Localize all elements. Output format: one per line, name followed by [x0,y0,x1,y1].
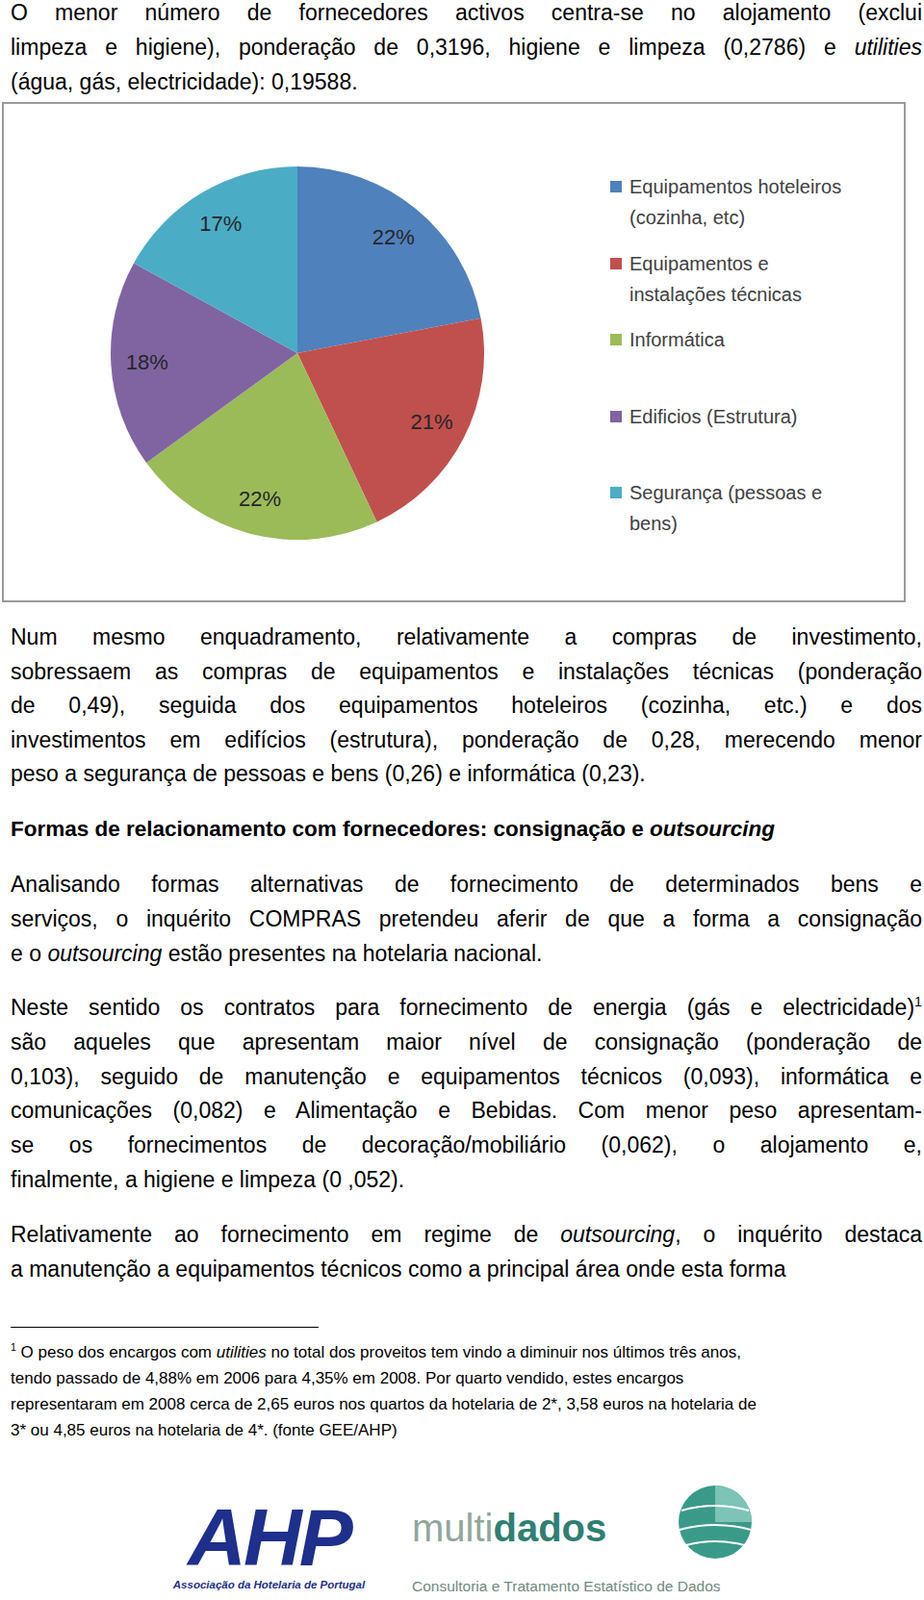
html-text:sobressaem as compras de equip: sobressaem as compras de equipamentos e … [10,658,923,684]
html-text:a manutenção a equipamentos té: a manutenção a equipamentos técnicos com… [10,1256,786,1282]
html-text:Num mesmo enquadramento, relat: Num mesmo enquadramento, relativamente a… [10,624,923,650]
html-text:0,103), seguido de manutenção: 0,103), seguido de manutenção e equipame… [10,1064,923,1090]
html-text:tendo passado de 4,88% em 2006: tendo passado de 4,88% em 2006 para 4,35… [10,1369,684,1388]
html-text:O menor número de fornecedores: O menor número de fornecedores activos c… [10,0,923,26]
html-text:comunicações (0,082) e Aliment: comunicações (0,082) e Alimentação e Beb… [10,1098,923,1124]
html-text:e o outsourcing estão presente: e o outsourcing estão presentes na hotel… [10,940,543,966]
html-text:representaram em 2008 cerca de: representaram em 2008 cerca de 2,65 euro… [10,1395,757,1414]
svg-text:22%: 22% [372,225,415,250]
html-text:limpeza e higiene), ponderação: limpeza e higiene), ponderação de 0,3196… [10,34,923,60]
html-text:1O peso dos encargos com utili: 1O peso dos encargos com utilities no to… [10,1342,742,1362]
html-text:Equipamentos e instalações téc: Equipamentos e instalações técnicas [629,252,802,305]
html-text:peso a segurança de pessoas e: peso a segurança de pessoas e bens (0,26… [10,761,646,787]
html-text:Edificios (Estrutura): Edificios (Estrutura) [629,405,798,428]
svg-text:22%: 22% [238,487,282,512]
html-text:Neste sentido os contratos par: Neste sentido os contratos para fornecim… [10,994,923,1021]
html-text:são aqueles que apresentam mai: são aqueles que apresentam maior nível d… [10,1029,923,1055]
html-text:Segurança (pessoas e bens): Segurança (pessoas e bens) [629,482,823,535]
html-text:investimentos em edifícios (es: investimentos em edifícios (estrutura), … [10,727,923,753]
html-text:(água, gás, electricidade): 0,: (água, gás, electricidade): 0,19588. [10,69,358,95]
html-text:Consultoria e Tratamento Estat: Consultoria e Tratamento Estatístico de … [411,1578,721,1595]
html-text:Informática: Informática [629,329,725,351]
html-text:multi dados: multi dados [411,1507,607,1550]
svg-text:21%: 21% [410,410,453,435]
html-text:Associação da Hotelaria de Por: Associação da Hotelaria de Portugal [173,1579,365,1592]
html-text:Formas de relacionamento com f: Formas de relacionamento com fornecedore… [10,817,775,842]
html-text:AHP: AHP [187,1492,351,1584]
svg-text:17%: 17% [199,211,242,236]
html-text:finalmente, a higiene e limpez: finalmente, a higiene e limpeza (0 ,052)… [10,1167,405,1193]
svg-text:18%: 18% [126,350,169,375]
html-text:Analisando formas alternativas: Analisando formas alternativas de fornec… [10,872,923,898]
html-text:Relativamente ao fornecimento: Relativamente ao fornecimento em regime … [10,1222,923,1248]
html-text:3* ou 4,85 euros na hotelaria: 3* ou 4,85 euros na hotelaria de 4*. (fo… [10,1421,398,1440]
html-text:Equipamentos hoteleiros (cozin: Equipamentos hoteleiros (cozinha, etc) [629,176,842,229]
html-text:de 0,49), seguida dos equipame: de 0,49), seguida dos equipamentos hotel… [10,693,923,719]
html-text:se os fornecimentos de decoraç: se os fornecimentos de decoração/mobiliá… [10,1133,923,1159]
html-text:serviços, o inquérito COMPRAS: serviços, o inquérito COMPRAS pretendeu … [10,906,923,932]
